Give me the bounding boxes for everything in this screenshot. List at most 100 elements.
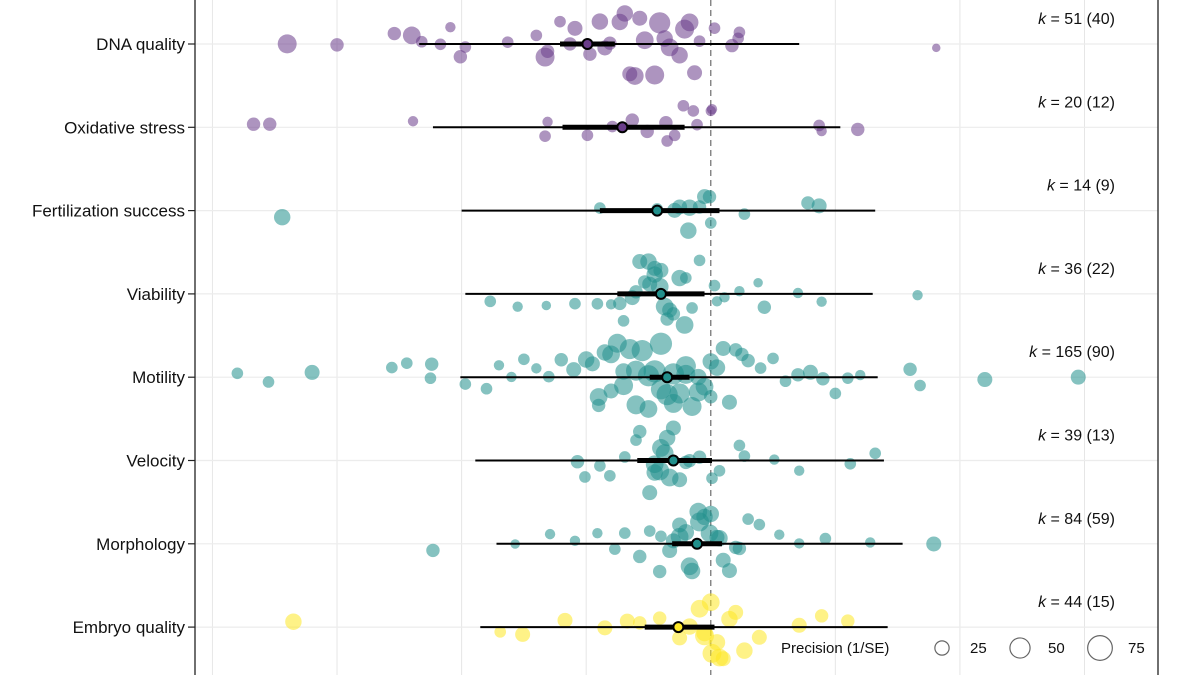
data-point <box>609 543 621 555</box>
estimate-point <box>581 38 594 50</box>
estimate-point <box>654 287 667 300</box>
legend-circle <box>934 640 950 656</box>
data-point <box>445 21 456 33</box>
data-point <box>285 613 302 630</box>
data-point <box>613 296 627 311</box>
data-point <box>702 189 717 204</box>
data-point <box>865 537 876 548</box>
data-point <box>754 362 767 374</box>
data-point <box>711 296 723 307</box>
precision-legend: Precision (1/SE) 25 50 75 <box>781 635 1145 661</box>
legend-title: Precision (1/SE) <box>781 640 889 657</box>
data-point <box>753 518 766 531</box>
data-point <box>741 353 755 368</box>
data-point <box>869 447 882 460</box>
y-axis-label: Viability <box>127 285 186 304</box>
data-point <box>816 125 827 137</box>
data-point <box>652 611 667 625</box>
data-point <box>801 196 815 210</box>
data-point <box>566 362 582 378</box>
data-point <box>512 301 523 312</box>
data-point <box>653 262 669 278</box>
data-point <box>668 129 681 142</box>
data-point <box>757 300 772 314</box>
data-point <box>387 26 402 41</box>
data-point <box>459 378 472 390</box>
data-point <box>686 302 698 314</box>
data-point <box>706 104 718 115</box>
data-points <box>231 5 1086 667</box>
estimate-point <box>667 454 680 467</box>
data-point <box>660 312 674 326</box>
estimate-point <box>661 371 674 384</box>
data-point <box>531 363 542 374</box>
data-point <box>579 471 591 483</box>
data-point <box>715 340 731 356</box>
data-point <box>415 35 428 48</box>
data-point <box>728 604 744 620</box>
data-point <box>687 65 703 81</box>
data-point <box>407 116 419 127</box>
data-point <box>650 379 671 400</box>
data-point <box>751 629 767 645</box>
data-point <box>791 368 805 382</box>
data-point <box>635 31 654 50</box>
data-point <box>603 383 619 399</box>
data-point <box>706 472 718 485</box>
data-point <box>693 254 706 267</box>
data-point <box>584 356 600 372</box>
data-point <box>677 99 690 112</box>
data-point <box>977 372 993 388</box>
data-point <box>604 469 616 482</box>
data-point <box>459 41 472 53</box>
data-point <box>569 297 581 310</box>
legend-circle <box>1087 635 1113 661</box>
data-point <box>544 528 556 540</box>
k-label: k = 14 (9) <box>1047 178 1115 195</box>
data-point <box>733 439 746 452</box>
data-point <box>632 10 648 26</box>
data-point <box>767 352 779 365</box>
data-point <box>652 439 670 457</box>
data-point <box>649 332 673 355</box>
k-label: k = 20 (12) <box>1038 94 1115 111</box>
data-point <box>605 299 617 310</box>
k-label: k = 51 (40) <box>1038 11 1115 28</box>
data-point <box>715 552 731 568</box>
data-point <box>570 455 585 469</box>
data-point <box>263 117 277 131</box>
data-point <box>646 464 663 481</box>
data-point <box>721 394 737 410</box>
data-point <box>816 296 827 307</box>
legend-value: 50 <box>1048 640 1065 657</box>
data-point <box>802 364 818 380</box>
data-point <box>619 613 635 629</box>
data-point <box>811 198 827 214</box>
data-point <box>402 26 421 45</box>
data-point <box>680 222 697 239</box>
data-point <box>672 630 688 646</box>
data-point <box>1070 369 1086 385</box>
data-point <box>493 360 505 371</box>
estimate-point <box>651 204 664 217</box>
data-point <box>841 614 855 628</box>
data-point <box>633 549 647 564</box>
data-point <box>682 396 702 416</box>
estimate-point <box>616 121 629 134</box>
y-axis-label: Morphology <box>96 535 185 554</box>
data-point <box>708 634 726 651</box>
data-point <box>733 26 746 39</box>
data-point <box>680 13 699 32</box>
data-point <box>791 617 807 633</box>
data-point <box>557 612 573 628</box>
data-point <box>518 353 530 366</box>
data-point <box>615 363 632 380</box>
data-point <box>484 295 497 308</box>
data-point <box>630 434 642 446</box>
data-point <box>591 297 604 310</box>
legend-circle <box>1009 637 1031 659</box>
data-point <box>819 532 832 545</box>
data-point <box>262 376 275 388</box>
data-point <box>914 379 926 392</box>
